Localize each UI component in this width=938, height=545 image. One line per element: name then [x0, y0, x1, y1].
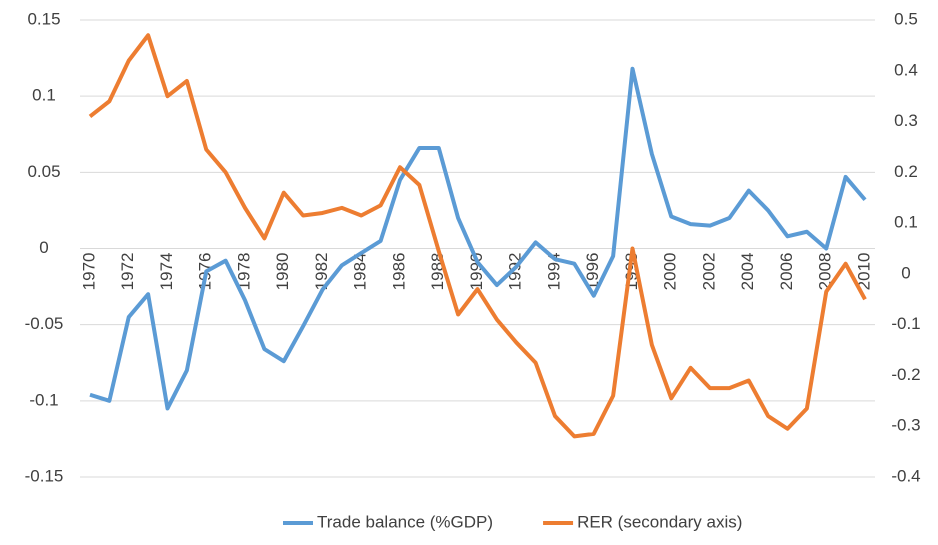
x-tick-label: 2010	[854, 253, 873, 291]
y-tick-label: 0	[39, 238, 48, 257]
y2-tick-label: 0.2	[894, 162, 918, 181]
x-tick-label: 2004	[738, 253, 757, 291]
x-tick-label: 1990	[467, 253, 486, 291]
x-tick-label: 1972	[118, 253, 137, 291]
x-tick-label: 1980	[273, 253, 292, 291]
y-tick-label: -0.15	[25, 466, 64, 485]
x-tick-label: 1982	[312, 253, 331, 291]
x-tick-label: 1996	[583, 253, 602, 291]
y2-tick-label: -0.2	[891, 365, 920, 384]
x-tick-label: 1978	[234, 253, 253, 291]
x-tick-label: 1986	[389, 253, 408, 291]
x-tick-label: 2008	[816, 253, 835, 291]
series-line	[88, 33, 867, 439]
y2-tick-label: 0.5	[894, 9, 918, 28]
y-tick-label: 0.15	[27, 9, 60, 28]
legend-label: RER (secondary axis)	[577, 512, 742, 531]
y-tick-label: -0.05	[25, 314, 64, 333]
y-tick-label: 0.05	[27, 162, 60, 181]
x-tick-label: 1970	[79, 253, 98, 291]
y2-tick-label: -0.1	[891, 314, 920, 333]
y-tick-label: 0.1	[32, 86, 56, 105]
x-tick-label: 1984	[351, 253, 370, 291]
y-tick-label: -0.1	[29, 390, 58, 409]
legend-label: Trade balance (%GDP)	[317, 512, 493, 531]
x-tick-label: 1974	[157, 253, 176, 291]
y2-tick-label: 0	[901, 263, 910, 282]
y2-tick-label: 0.1	[894, 213, 918, 232]
y2-tick-label: -0.4	[891, 466, 920, 485]
x-tick-label: 2002	[699, 253, 718, 291]
y2-tick-label: 0.4	[894, 60, 918, 79]
y2-tick-label: 0.3	[894, 111, 918, 130]
x-tick-label: 2006	[777, 253, 796, 291]
series-line	[89, 66, 867, 411]
x-tick-label: 2000	[661, 253, 680, 291]
y2-tick-label: -0.3	[891, 416, 920, 435]
